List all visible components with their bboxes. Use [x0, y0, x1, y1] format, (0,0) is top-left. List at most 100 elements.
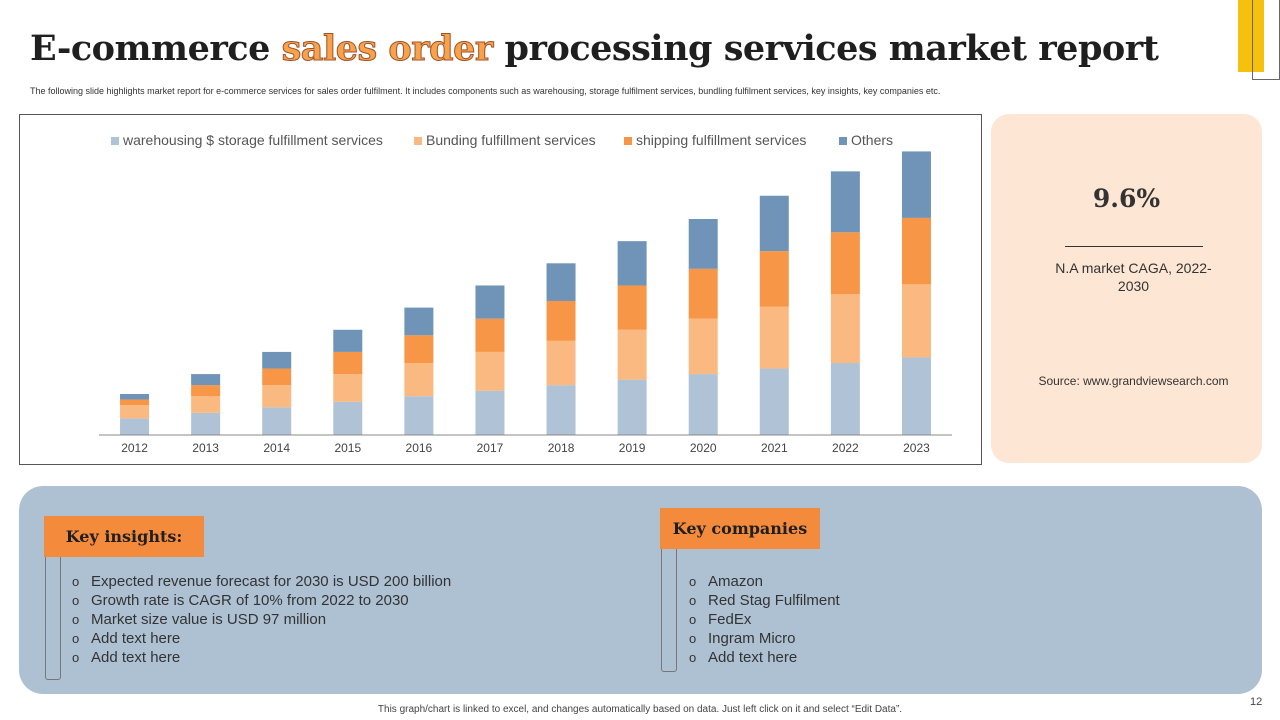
- corner-outline-bar: [1252, 0, 1280, 80]
- page-number: 12: [1250, 696, 1263, 708]
- bar-segment: [901, 284, 931, 358]
- insights-bracket: [45, 556, 61, 680]
- cagr-value: 9.6%: [1092, 184, 1161, 213]
- bar-segment: [830, 232, 860, 295]
- corner-accent-bar: [1238, 0, 1264, 72]
- bar-segment: [475, 285, 505, 319]
- bar-segment: [404, 363, 434, 397]
- key-insights-tag: Key insights:: [44, 516, 204, 557]
- legend-swatch: [624, 137, 632, 145]
- bar-segment: [475, 390, 505, 435]
- bar-segment: [617, 379, 647, 435]
- x-tick-label: 2018: [548, 441, 575, 455]
- bar-segment: [688, 219, 718, 269]
- companies-list: Amazon Red Stag Fulfilment FedEx Ingram …: [689, 572, 840, 667]
- x-tick-label: 2016: [406, 441, 433, 455]
- bar-segment: [759, 251, 789, 307]
- x-tick-label: 2023: [903, 441, 930, 455]
- list-item: Growth rate is CAGR of 10% from 2022 to …: [72, 591, 451, 610]
- bar-segment: [830, 294, 860, 363]
- chart-svg: warehousing $ storage fulfillment servic…: [99, 132, 952, 455]
- bar-segment: [404, 335, 434, 363]
- bar-segment: [617, 285, 647, 330]
- bar-segment: [333, 401, 363, 435]
- bar-segment: [120, 399, 150, 406]
- x-tick-label: 2019: [619, 441, 646, 455]
- bar-segment: [546, 340, 576, 386]
- bar-segment: [830, 363, 860, 435]
- x-tick-label: 2013: [192, 441, 219, 455]
- bar-segment: [688, 318, 718, 375]
- bar-segment: [475, 318, 505, 352]
- list-item: Amazon: [689, 572, 840, 591]
- bar-segment: [759, 368, 789, 435]
- title-part1: E-commerce: [30, 28, 282, 69]
- list-item: Add text here: [72, 648, 451, 667]
- legend-label: Bunding fulfillment services: [426, 132, 596, 148]
- cagr-source: Source: www.grandviewsearch.com: [1038, 374, 1229, 388]
- page-title: E-commerce sales order processing servic…: [30, 28, 1159, 70]
- bar-segment: [191, 412, 221, 435]
- x-tick-label: 2021: [761, 441, 788, 455]
- x-tick-label: 2012: [121, 441, 148, 455]
- list-item: Ingram Micro: [689, 629, 840, 648]
- bar-segment: [546, 385, 576, 435]
- title-part2: processing services market report: [492, 28, 1159, 69]
- stacked-bar-chart[interactable]: warehousing $ storage fulfillment servic…: [19, 114, 982, 465]
- bar-segment: [617, 241, 647, 286]
- bar-segment: [262, 407, 292, 435]
- x-tick-label: 2014: [263, 441, 290, 455]
- bar-segment: [688, 374, 718, 435]
- cagr-divider: [1065, 246, 1203, 247]
- cagr-label: N.A market CAGA, 2022-2030: [1055, 260, 1212, 294]
- bar-segment: [901, 217, 931, 285]
- x-tick-label: 2020: [690, 441, 717, 455]
- bar-segment: [759, 195, 789, 252]
- bar-segment: [262, 368, 292, 386]
- insights-list: Expected revenue forecast for 2030 is US…: [72, 572, 451, 667]
- title-highlight: sales order: [281, 28, 494, 70]
- bar-segment: [333, 351, 363, 375]
- footer-note: This graph/chart is linked to excel, and…: [377, 704, 903, 715]
- list-item: Market size value is USD 97 million: [72, 610, 451, 629]
- cagr-card: 9.6% N.A market CAGA, 2022-2030 Source: …: [991, 114, 1262, 463]
- list-item: Add text here: [689, 648, 840, 667]
- legend-swatch: [414, 137, 422, 145]
- bar-segment: [830, 171, 860, 233]
- legend-label: warehousing $ storage fulfillment servic…: [122, 132, 383, 148]
- bar-segment: [262, 385, 292, 408]
- page-subtitle: The following slide highlights market re…: [30, 86, 941, 96]
- x-tick-label: 2022: [832, 441, 859, 455]
- bar-segment: [262, 351, 292, 369]
- bar-segment: [120, 394, 150, 400]
- key-companies-tag: Key companies: [660, 508, 820, 549]
- bar-segment: [404, 307, 434, 336]
- bar-segment: [191, 396, 221, 413]
- companies-bracket: [661, 548, 677, 672]
- bar-segment: [333, 374, 363, 402]
- list-item: Expected revenue forecast for 2030 is US…: [72, 572, 451, 591]
- bar-segment: [546, 263, 576, 301]
- list-item: FedEx: [689, 610, 840, 629]
- bar-segment: [120, 405, 150, 419]
- x-tick-label: 2017: [477, 441, 504, 455]
- bar-segment: [901, 151, 931, 218]
- bar-segment: [475, 351, 505, 391]
- bar-segment: [404, 396, 434, 435]
- bar-segment: [617, 329, 647, 380]
- legend-label: shipping fulfillment services: [636, 132, 806, 148]
- list-item: Add text here: [72, 629, 451, 648]
- bar-segment: [688, 268, 718, 319]
- bar-segment: [901, 357, 931, 435]
- bar-segment: [191, 374, 221, 386]
- bar-segment: [191, 385, 221, 397]
- bar-segment: [759, 306, 789, 369]
- bar-segment: [333, 329, 363, 352]
- legend-swatch: [111, 137, 119, 145]
- bar-segment: [546, 300, 576, 341]
- x-tick-label: 2015: [334, 441, 361, 455]
- bar-segment: [120, 418, 150, 435]
- legend-swatch: [839, 137, 847, 145]
- list-item: Red Stag Fulfilment: [689, 591, 840, 610]
- legend-label: Others: [851, 132, 893, 148]
